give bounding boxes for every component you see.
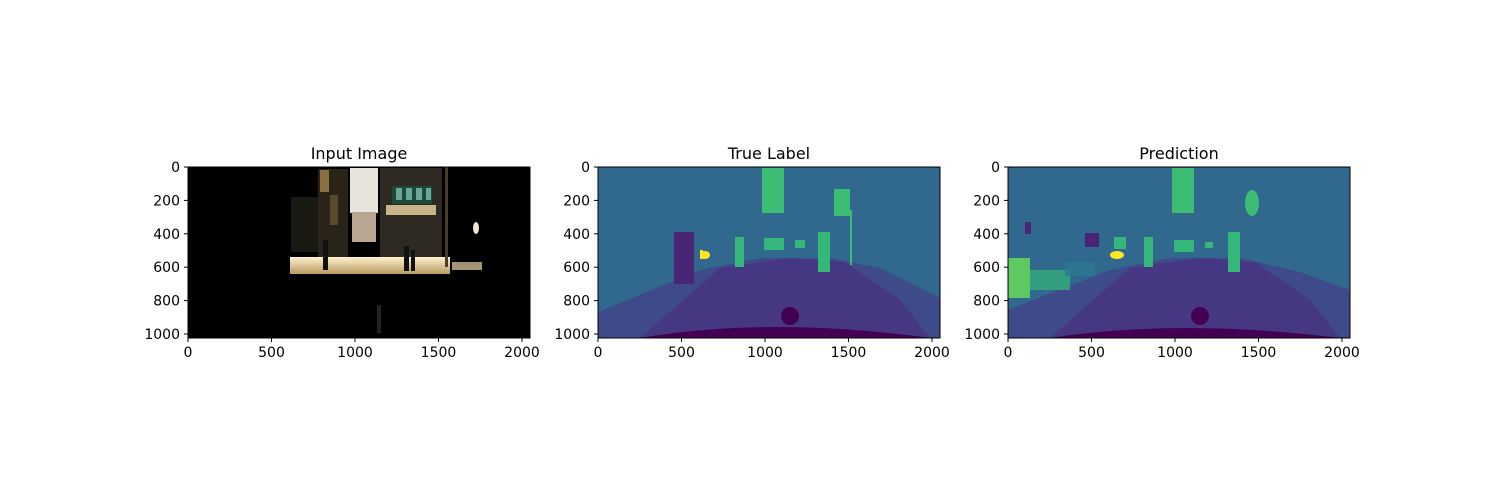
x-axis: 0 500 1000 1500 2000 <box>184 338 540 361</box>
y-tick-label: 1000 <box>964 327 1000 343</box>
y-tick-label: 800 <box>973 294 1000 310</box>
axes-frame <box>1007 166 1351 339</box>
panel-input-image: Input Image <box>144 144 539 361</box>
y-tick-label: 600 <box>973 260 1000 276</box>
x-tick-label: 1000 <box>1157 345 1193 361</box>
prediction-map <box>1008 167 1350 338</box>
x-tick-label: 1000 <box>747 345 783 361</box>
panel-title: True Label <box>727 144 810 163</box>
y-tick-label: 800 <box>563 294 590 310</box>
y-tick-label: 0 <box>991 160 1000 176</box>
y-tick-label: 400 <box>153 227 180 243</box>
y-axis: 0 200 400 600 800 1000 <box>144 160 188 343</box>
x-tick-label: 500 <box>668 345 695 361</box>
x-tick-label: 2000 <box>1324 345 1360 361</box>
panel-title: Input Image <box>311 144 408 163</box>
y-tick-label: 600 <box>563 260 590 276</box>
y-tick-label: 0 <box>581 160 590 176</box>
y-tick-label: 800 <box>153 294 180 310</box>
input-image <box>188 167 530 338</box>
y-tick-label: 400 <box>563 227 590 243</box>
x-tick-label: 1500 <box>831 345 867 361</box>
x-tick-label: 500 <box>1078 345 1105 361</box>
x-axis: 0 500 1000 1500 2000 <box>1004 338 1360 361</box>
y-tick-label: 600 <box>153 260 180 276</box>
x-tick-label: 1000 <box>337 345 373 361</box>
x-tick-label: 1500 <box>421 345 457 361</box>
y-tick-label: 200 <box>973 193 1000 209</box>
axes-frame <box>187 166 531 339</box>
y-tick-label: 200 <box>563 193 590 209</box>
y-tick-label: 400 <box>973 227 1000 243</box>
y-axis: 0 200 400 600 800 1000 <box>964 160 1008 343</box>
x-tick-label: 0 <box>184 345 193 361</box>
panel-prediction: Prediction 0 500 1000 1500 2000 <box>964 144 1359 361</box>
x-tick-label: 1500 <box>1241 345 1277 361</box>
y-tick-label: 0 <box>171 160 180 176</box>
y-tick-label: 1000 <box>144 327 180 343</box>
x-tick-label: 500 <box>258 345 285 361</box>
x-tick-label: 2000 <box>504 345 540 361</box>
y-tick-label: 200 <box>153 193 180 209</box>
axes-frame <box>597 166 941 339</box>
panel-title: Prediction <box>1139 144 1218 163</box>
x-axis: 0 500 1000 1500 2000 <box>594 338 950 361</box>
x-tick-label: 0 <box>1004 345 1013 361</box>
y-axis: 0 200 400 600 800 1000 <box>554 160 598 343</box>
true-label-map <box>598 167 940 338</box>
x-tick-label: 2000 <box>914 345 950 361</box>
panel-true-label: True Label 0 500 1000 1500 2000 02 <box>554 144 949 361</box>
y-tick-label: 1000 <box>554 327 590 343</box>
x-tick-label: 0 <box>594 345 603 361</box>
